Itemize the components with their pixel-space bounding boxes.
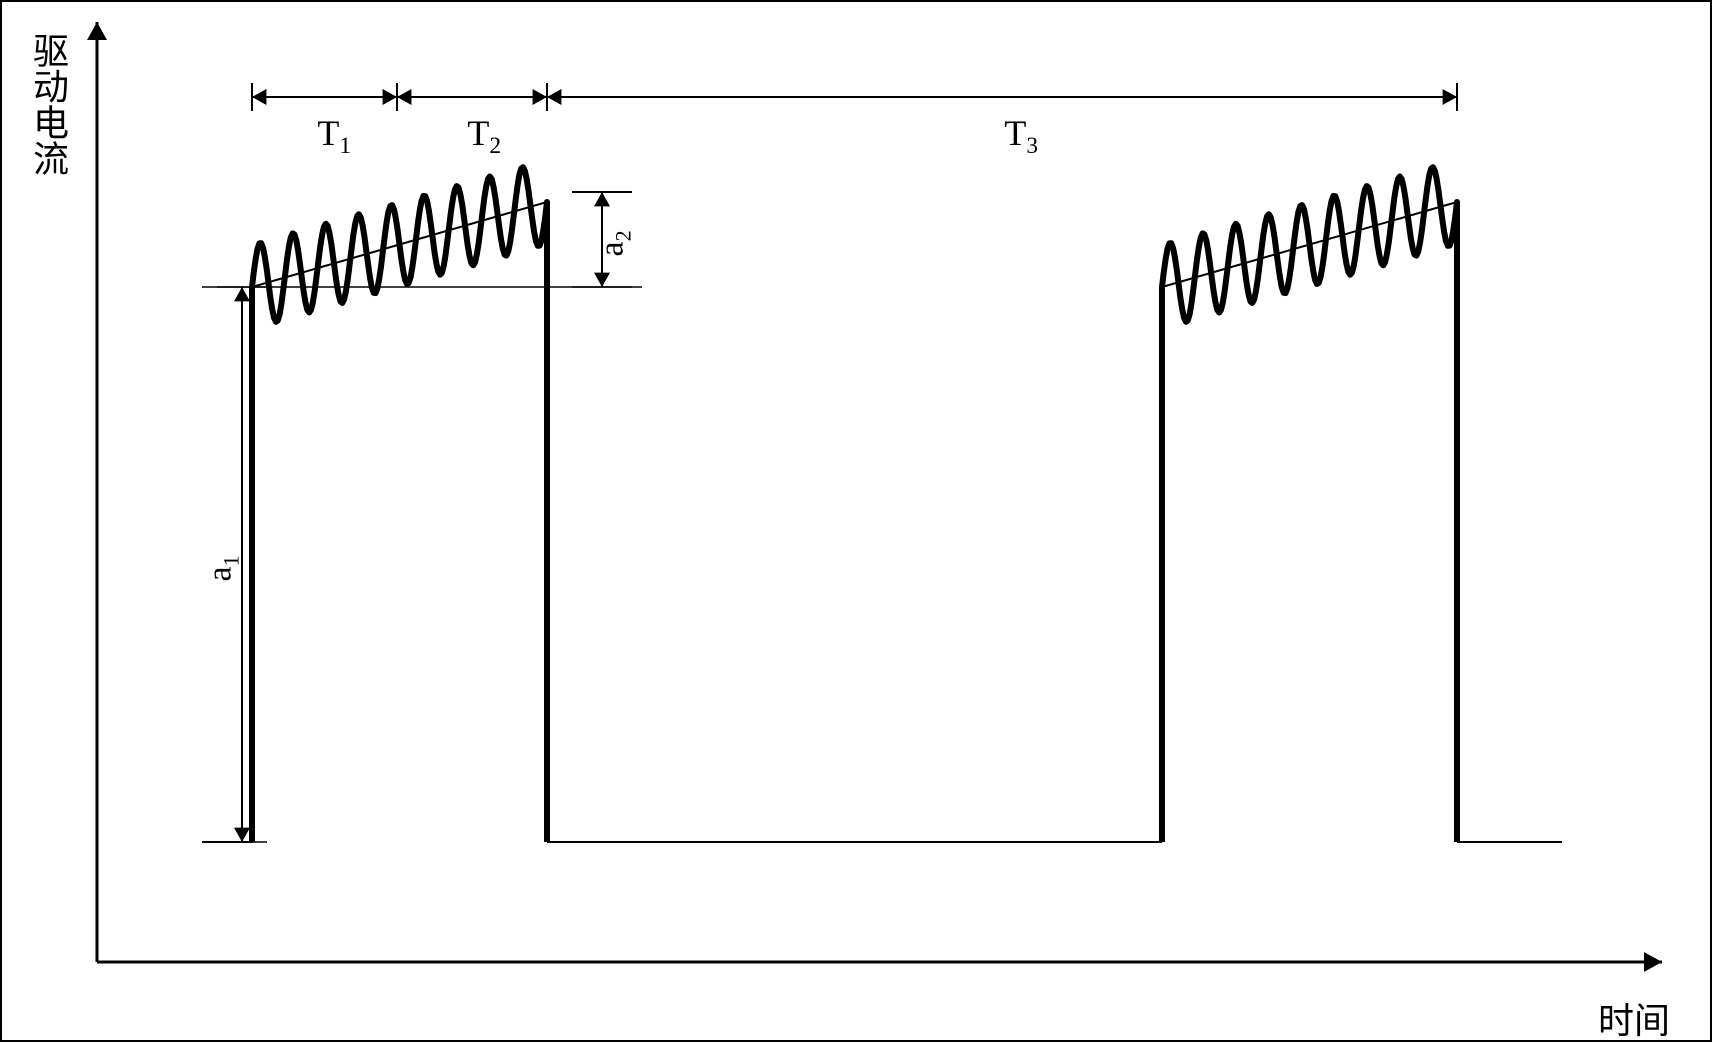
waveform-diagram [2,2,1712,1044]
a2-label: a2 [594,230,637,256]
t2-label: T2 [450,70,501,160]
y-axis-label: 驱动电流 [22,32,74,176]
diagram-container: { "axes": { "y_label": "驱动电流", "x_label"… [0,0,1712,1042]
t1-label: T1 [300,70,351,160]
x-axis-label: 时间 [1598,992,1670,1044]
t3-label: T3 [987,70,1038,160]
a1-label: a1 [202,555,245,581]
